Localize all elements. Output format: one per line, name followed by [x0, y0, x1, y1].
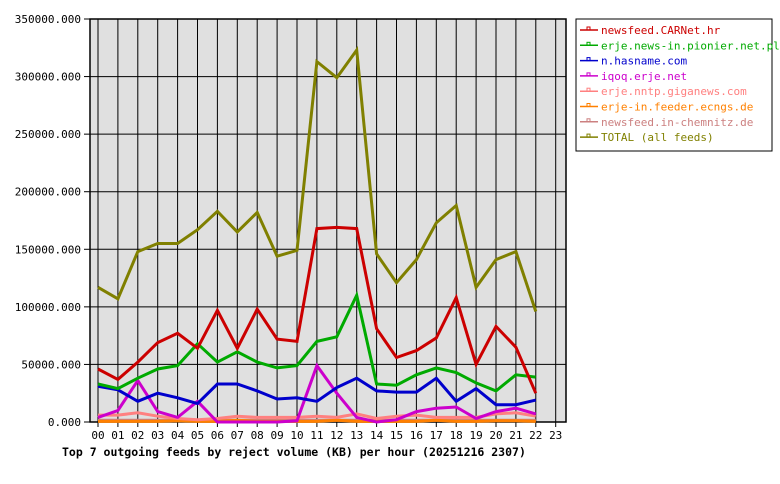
series-lines: [97, 46, 538, 424]
series-line-erje-news-in-pionier-net-pl: [97, 290, 536, 393]
legend-marker-icon: [586, 87, 591, 92]
x-tick-label: 00: [91, 429, 104, 442]
x-tick-label: 01: [111, 429, 124, 442]
legend-item: newsfeed.in-chemnitz.de: [580, 116, 753, 129]
legend-label: TOTAL (all feeds): [601, 131, 714, 144]
legend-box: [575, 18, 773, 152]
plot-background: [90, 19, 566, 422]
x-tick-label: 18: [450, 429, 463, 442]
x-tick-label: 15: [390, 429, 403, 442]
x-tick-label: 10: [290, 429, 303, 442]
x-tick-label: 19: [469, 429, 482, 442]
x-tick-label: 11: [310, 429, 323, 442]
x-tick-label: 03: [151, 429, 164, 442]
legend-label: erje.nntp.giganews.com: [601, 85, 747, 98]
legend-item: erje-in.feeder.ecngs.de: [580, 101, 753, 114]
legend-item: erje.news-in.pionier.net.pl: [580, 39, 780, 52]
y-tick-label: 200000.000: [15, 186, 81, 199]
legend-item: newsfeed.CARNet.hr: [580, 24, 721, 37]
legend-label: erje-in.feeder.ecngs.de: [601, 101, 753, 114]
series-line-newsfeed-carnet-hr: [97, 225, 538, 394]
y-tick-label: 50000.000: [21, 358, 81, 371]
legend-marker-icon: [586, 26, 591, 31]
series-line-total-all-feeds-: [97, 46, 538, 312]
x-tick-label: 21: [509, 429, 522, 442]
legend-marker-icon: [586, 133, 591, 138]
x-tick-label: 13: [350, 429, 363, 442]
x-tick-label: 12: [330, 429, 343, 442]
legend-label: newsfeed.in-chemnitz.de: [601, 116, 753, 129]
y-tick-label: 350000.000: [15, 13, 81, 26]
x-axis: 00 01 02 03 04 05 06 07 08 09 10 11 12 13 14 15 16 17 18 19…: [91, 422, 562, 442]
legend-item: erje.nntp.giganews.com: [580, 85, 747, 98]
grid-lines: [89, 18, 567, 423]
y-tick-label: 250000.000: [15, 128, 81, 141]
series-line-erje-in-feeder-ecngs-de: [98, 418, 536, 423]
x-tick-label: 07: [231, 429, 244, 442]
x-tick-label: 20: [489, 429, 502, 442]
x-tick-label: 23: [549, 429, 562, 442]
chart-title: Top 7 outgoing feeds by reject volume (K…: [62, 445, 526, 459]
y-tick-label: 300000.000: [15, 71, 81, 84]
x-tick-label: 08: [251, 429, 264, 442]
x-tick-label: 09: [270, 429, 283, 442]
x-tick-label: 06: [211, 429, 224, 442]
x-tick-label: 16: [410, 429, 423, 442]
x-tick-label: 04: [171, 429, 185, 442]
legend-label: newsfeed.CARNet.hr: [601, 24, 721, 37]
series-line-iqoq-erje-net: [97, 362, 537, 424]
legend-marker-icon: [586, 118, 591, 123]
legend-marker-icon: [586, 57, 591, 62]
legend-marker-icon: [586, 72, 591, 77]
series-line-n-hasname-com: [97, 376, 537, 407]
legend-marker-icon: [586, 41, 591, 46]
x-tick-label: 17: [430, 429, 443, 442]
series-line-erje-nntp-giganews-com: [98, 411, 537, 422]
legend-label: iqoq.erje.net: [601, 70, 687, 83]
legend-label: n.hasname.com: [601, 55, 687, 68]
legend-marker-icon: [586, 103, 591, 107]
y-tick-label: 100000.000: [15, 301, 81, 314]
x-tick-label: 14: [370, 429, 384, 442]
y-tick-label: 150000.000: [15, 243, 81, 256]
legend-item: iqoq.erje.net: [580, 70, 687, 83]
legend-label: erje.news-in.pionier.net.pl: [601, 39, 780, 52]
legend: newsfeed.CARNet.hr erje.news-in.pionier.n…: [575, 18, 780, 152]
legend-item: TOTAL (all feeds): [580, 131, 714, 144]
y-tick-label: 0.000: [48, 416, 81, 429]
legend-item: n.hasname.com: [580, 55, 687, 68]
x-tick-label: 05: [191, 429, 204, 442]
x-tick-label: 02: [131, 429, 144, 442]
x-tick-label: 22: [529, 429, 542, 442]
y-axis: 0.000 50000.000 100000.000 150000.000 200000…: [15, 13, 90, 429]
plot-area: [90, 19, 566, 422]
